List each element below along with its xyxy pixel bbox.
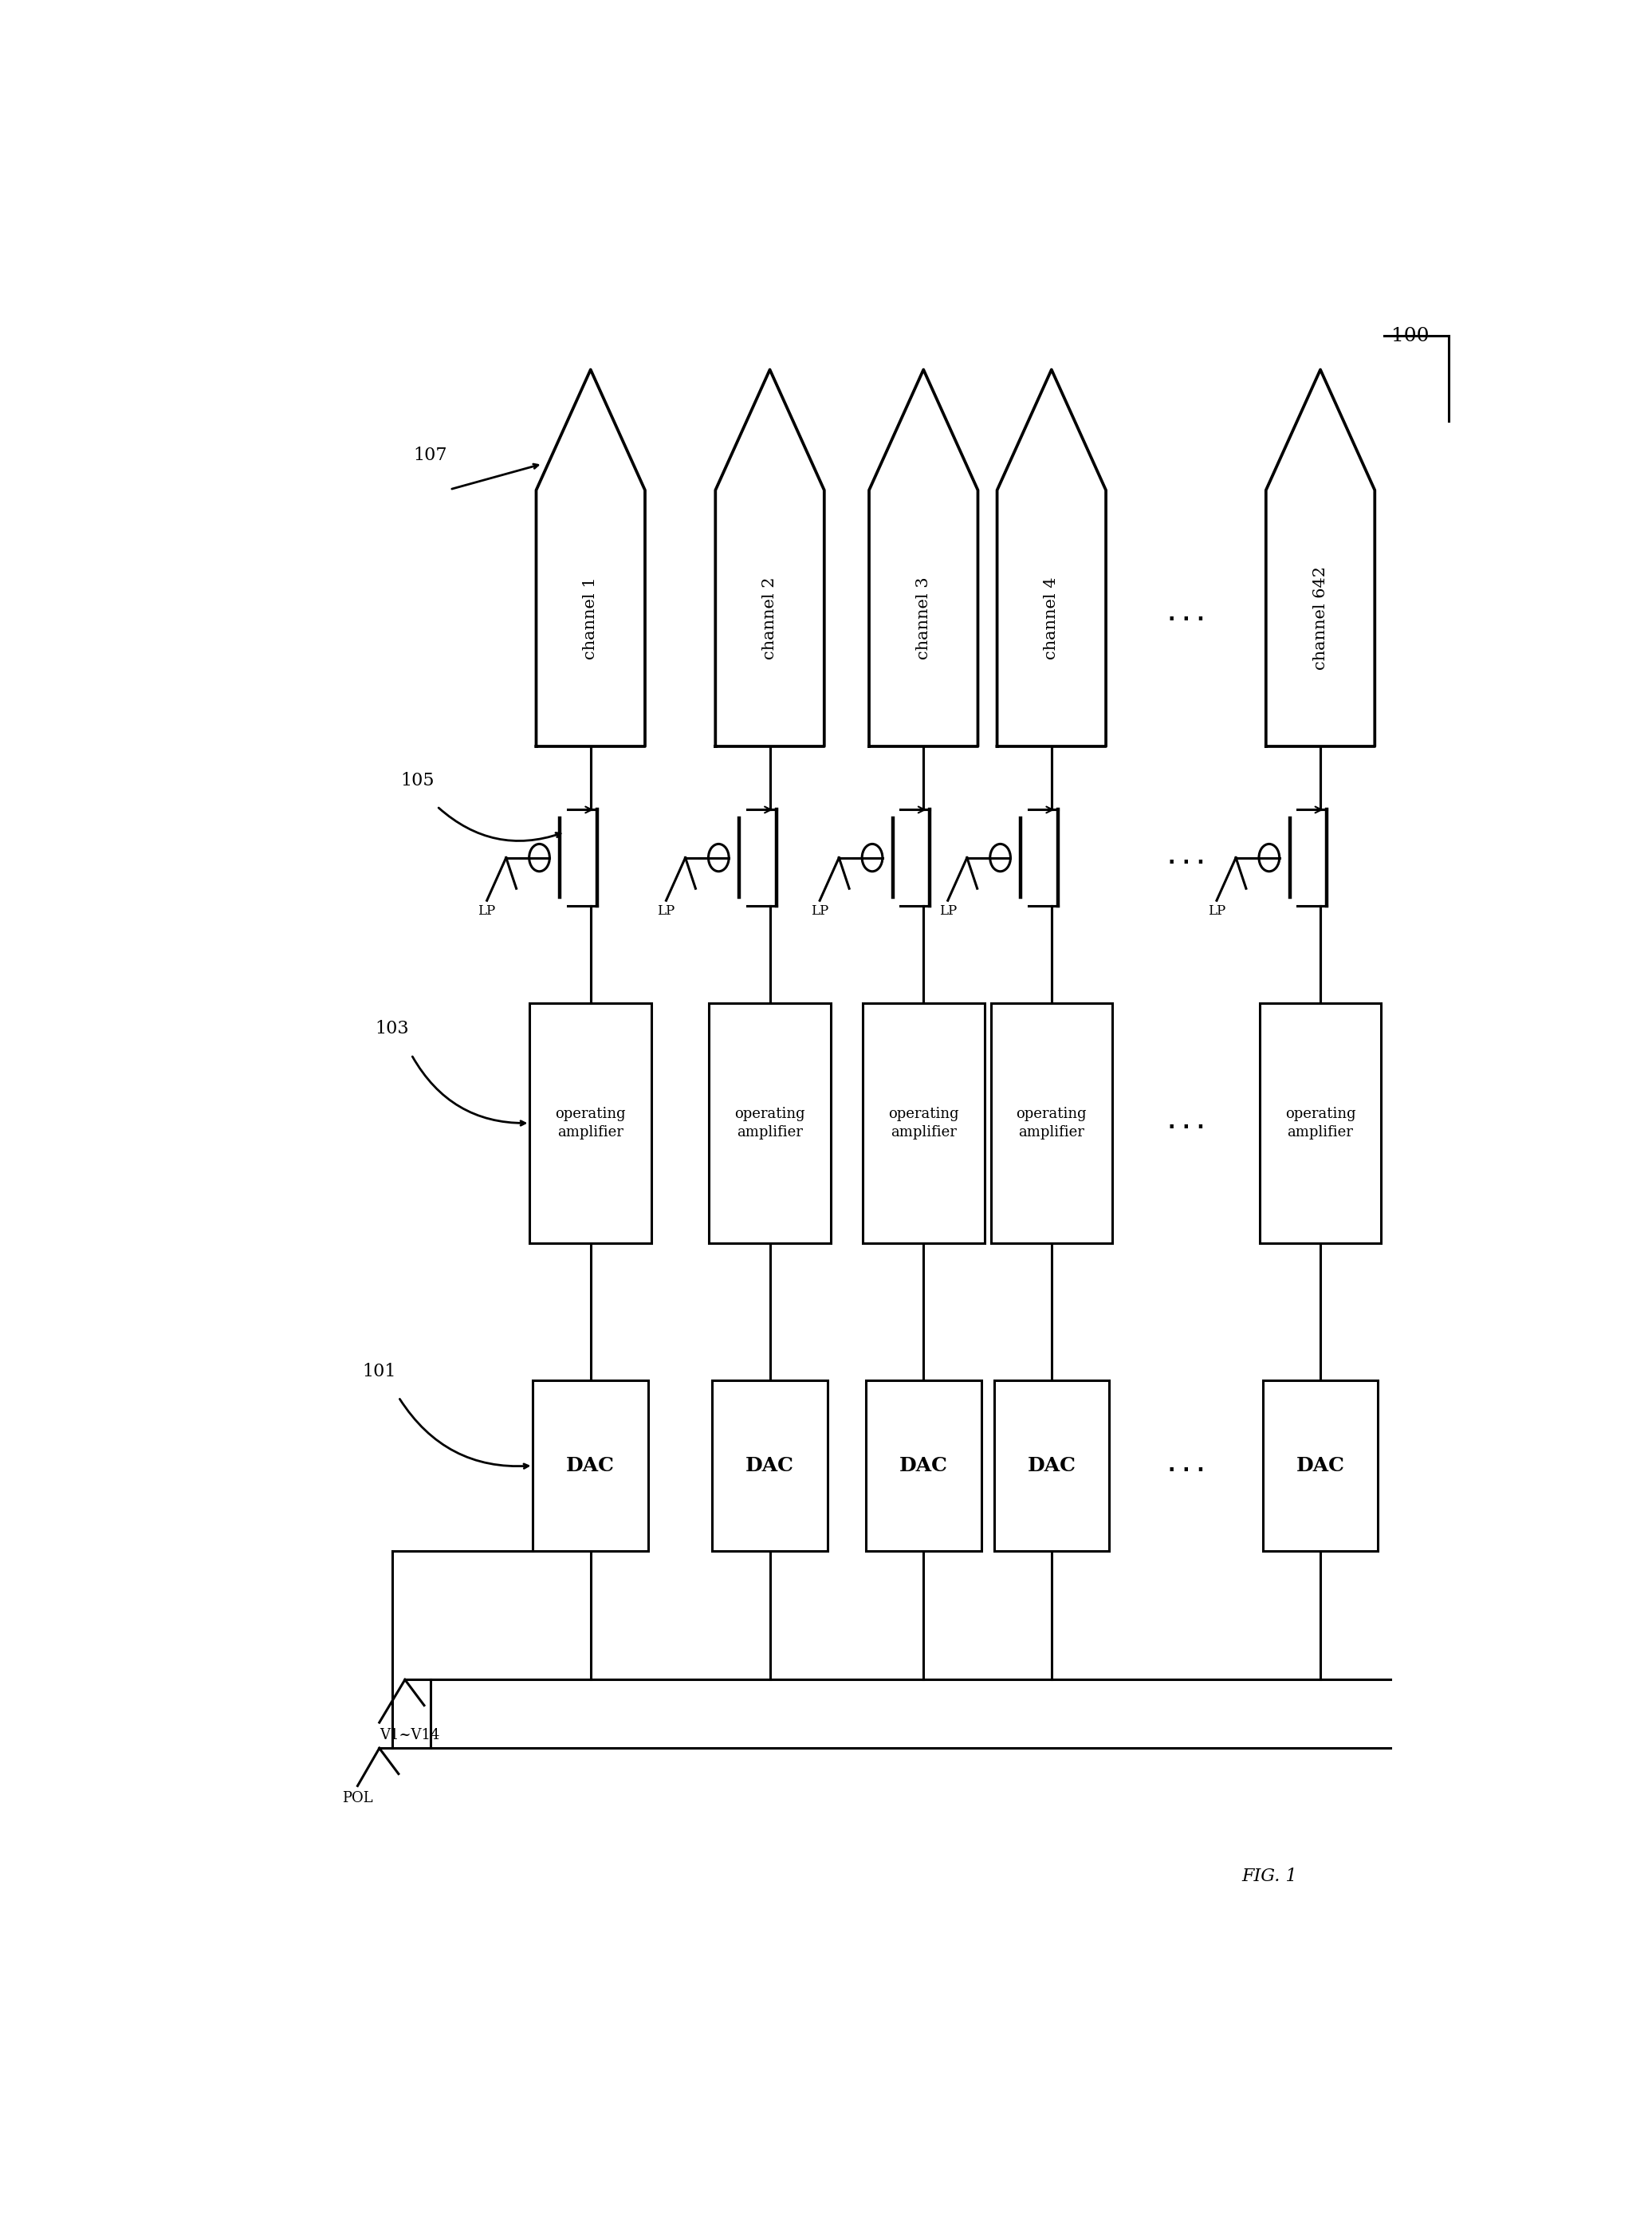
Text: POL: POL bbox=[342, 1790, 373, 1806]
Text: DAC: DAC bbox=[567, 1457, 615, 1475]
Text: LP: LP bbox=[1208, 903, 1226, 919]
Bar bbox=[530, 1003, 651, 1243]
Text: . . .: . . . bbox=[1168, 1114, 1204, 1132]
Text: operating
amplifier: operating amplifier bbox=[735, 1108, 805, 1139]
Text: channel 1: channel 1 bbox=[583, 576, 598, 661]
Text: operating
amplifier: operating amplifier bbox=[1285, 1108, 1356, 1139]
Text: FIG. 1: FIG. 1 bbox=[1241, 1868, 1297, 1886]
Bar bbox=[991, 1003, 1112, 1243]
Bar bbox=[534, 1379, 648, 1552]
Text: DAC: DAC bbox=[1028, 1457, 1075, 1475]
Bar bbox=[862, 1003, 985, 1243]
Text: 100: 100 bbox=[1391, 327, 1429, 345]
Text: . . .: . . . bbox=[1168, 605, 1204, 625]
Text: 107: 107 bbox=[413, 447, 448, 465]
Text: 101: 101 bbox=[362, 1363, 396, 1379]
Text: LP: LP bbox=[477, 903, 496, 919]
Text: LP: LP bbox=[938, 903, 957, 919]
Text: channel 2: channel 2 bbox=[762, 576, 778, 661]
Text: LP: LP bbox=[657, 903, 676, 919]
Text: DAC: DAC bbox=[745, 1457, 795, 1475]
Text: V1~V14: V1~V14 bbox=[380, 1728, 439, 1741]
Bar bbox=[712, 1379, 828, 1552]
Text: DAC: DAC bbox=[1297, 1457, 1345, 1475]
Bar bbox=[709, 1003, 831, 1243]
Text: channel 4: channel 4 bbox=[1044, 576, 1059, 661]
Bar bbox=[995, 1379, 1108, 1552]
Text: channel 642: channel 642 bbox=[1313, 567, 1328, 669]
Text: channel 3: channel 3 bbox=[915, 576, 932, 661]
Text: . . .: . . . bbox=[1168, 847, 1204, 867]
Bar bbox=[1262, 1379, 1378, 1552]
Text: 103: 103 bbox=[375, 1021, 410, 1036]
Bar bbox=[866, 1379, 981, 1552]
Bar bbox=[1259, 1003, 1381, 1243]
Text: operating
amplifier: operating amplifier bbox=[555, 1108, 626, 1139]
Text: 105: 105 bbox=[401, 772, 434, 790]
Text: LP: LP bbox=[811, 903, 829, 919]
Text: DAC: DAC bbox=[899, 1457, 948, 1475]
Text: operating
amplifier: operating amplifier bbox=[1016, 1108, 1087, 1139]
Text: operating
amplifier: operating amplifier bbox=[889, 1108, 958, 1139]
Text: . . .: . . . bbox=[1168, 1457, 1204, 1475]
